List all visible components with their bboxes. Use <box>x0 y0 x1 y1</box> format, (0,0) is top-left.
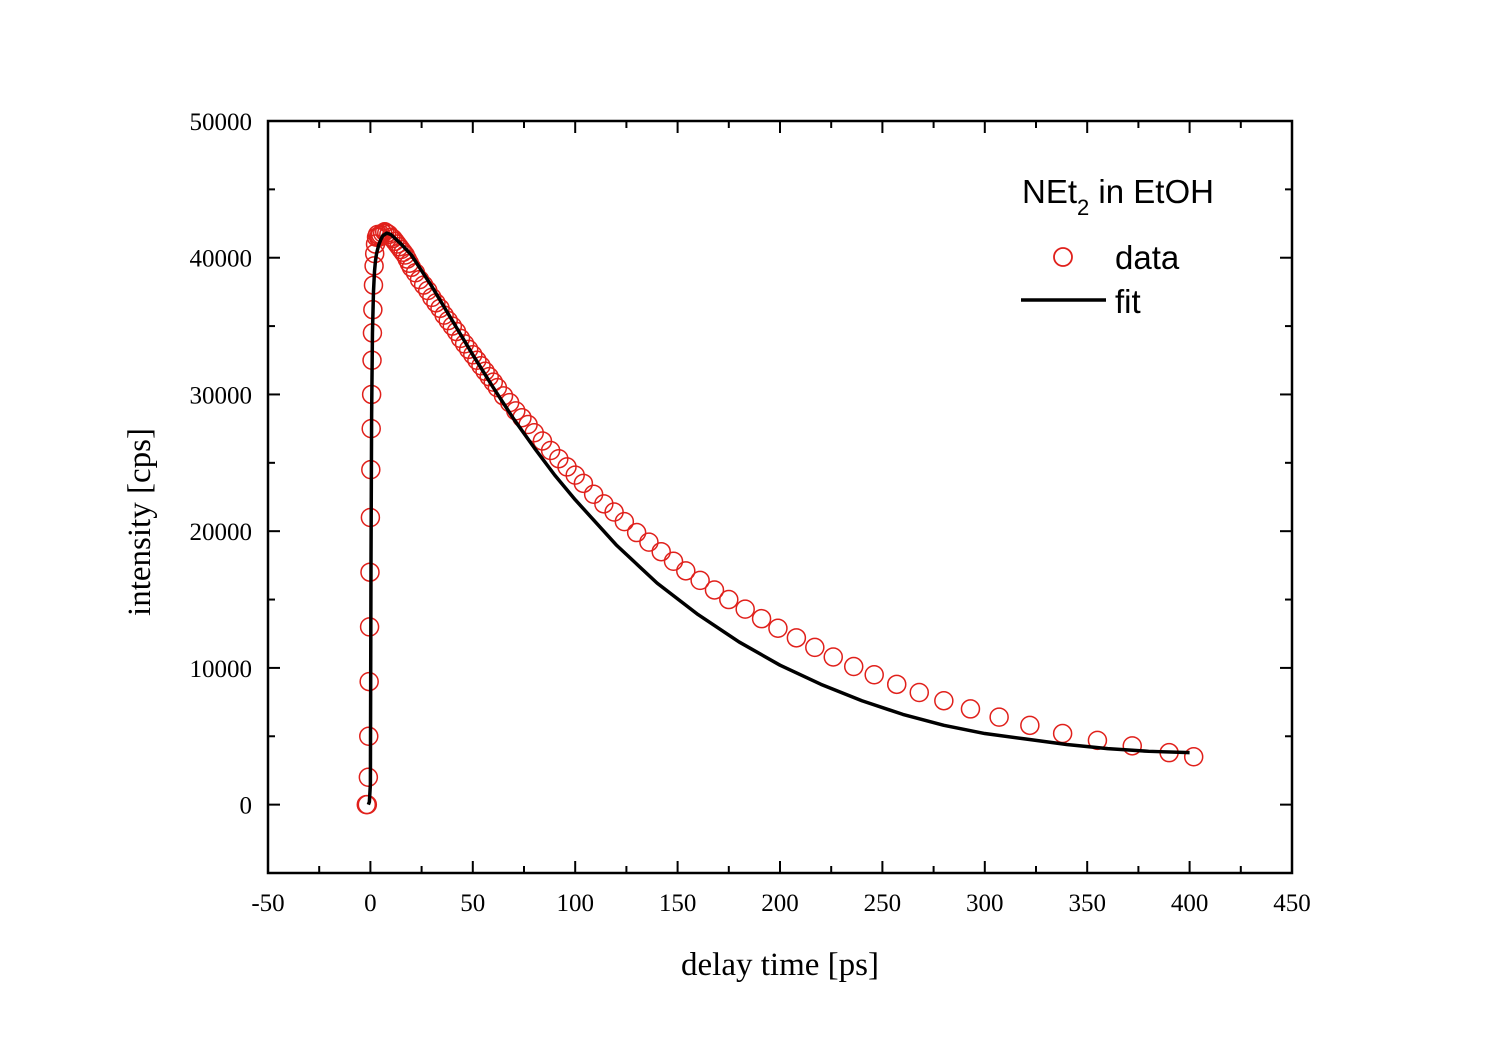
data-point <box>934 690 954 711</box>
data-point <box>768 618 788 639</box>
data-point <box>1020 715 1040 736</box>
y-tick-label: 20000 <box>190 519 253 546</box>
data-point <box>663 551 684 572</box>
y-tick-label: 40000 <box>190 246 253 273</box>
data-point <box>704 580 725 600</box>
legend-title: NEt2 in EtOH <box>1022 173 1214 220</box>
data-point <box>1052 723 1073 744</box>
data-point <box>751 608 772 629</box>
data-point <box>989 707 1009 727</box>
data-point <box>909 682 930 703</box>
data-point <box>573 473 594 494</box>
data-point <box>786 628 807 648</box>
data-point <box>690 570 710 591</box>
data-point <box>676 561 696 581</box>
x-tick-label: 200 <box>761 890 799 917</box>
legend-title-main: NEt <box>1022 173 1077 210</box>
x-tick-label: 150 <box>659 890 697 917</box>
data-point <box>639 532 659 552</box>
x-tick-label: 0 <box>364 890 377 917</box>
data-point <box>735 599 755 619</box>
x-axis-title: delay time [ps] <box>681 947 879 983</box>
x-tick-label: 450 <box>1273 890 1311 917</box>
legend-title-rest: in EtOH <box>1089 173 1214 210</box>
data-point <box>651 541 671 562</box>
data-point <box>557 457 577 477</box>
y-tick-label: 0 <box>240 793 253 820</box>
fit-line <box>366 231 1190 806</box>
legend-title-sub: 2 <box>1077 195 1089 220</box>
data-layer <box>356 221 1204 815</box>
legend-data-marker <box>1053 247 1073 267</box>
axis-tick-labels: -50 0 50 100 150 200 250 300 350 400 450 0 10000 2000… <box>190 109 1311 917</box>
x-tick-label: -50 <box>251 890 284 917</box>
data-point <box>377 223 397 243</box>
data-point <box>626 522 647 543</box>
legend: NEt2 in EtOH data fit <box>1021 173 1214 320</box>
legend-fit-label: fit <box>1115 283 1141 320</box>
x-tick-label: 250 <box>864 890 902 917</box>
y-tick-label: 50000 <box>190 109 253 136</box>
data-point <box>549 448 569 469</box>
data-point <box>359 726 379 747</box>
data-point <box>540 440 561 461</box>
data-point <box>886 674 907 695</box>
data-point <box>614 511 635 532</box>
x-tick-label: 100 <box>556 890 594 917</box>
data-point <box>483 372 504 392</box>
data-point <box>843 656 864 677</box>
y-tick-label: 10000 <box>190 656 253 683</box>
fit-layer <box>366 231 1190 806</box>
data-point <box>864 664 884 685</box>
x-tick-label: 350 <box>1068 890 1106 917</box>
data-point <box>1183 747 1204 767</box>
x-tick-label: 50 <box>460 890 485 917</box>
data-point <box>805 637 825 658</box>
data-point <box>1122 736 1143 756</box>
data-point <box>960 699 981 719</box>
plot-frame <box>266 119 1294 875</box>
data-point <box>357 794 378 815</box>
data-point <box>565 465 585 485</box>
legend-data-label: data <box>1115 239 1180 276</box>
data-point <box>823 647 843 667</box>
data-point <box>1087 730 1108 751</box>
data-point <box>719 589 739 610</box>
axis-ticks <box>267 120 1293 874</box>
y-axis-title: intensity [cps] <box>122 428 158 616</box>
x-tick-label: 300 <box>966 890 1004 917</box>
data-point <box>358 767 379 788</box>
y-tick-label: 30000 <box>190 382 253 409</box>
data-point <box>583 484 604 505</box>
x-tick-label: 400 <box>1171 890 1209 917</box>
